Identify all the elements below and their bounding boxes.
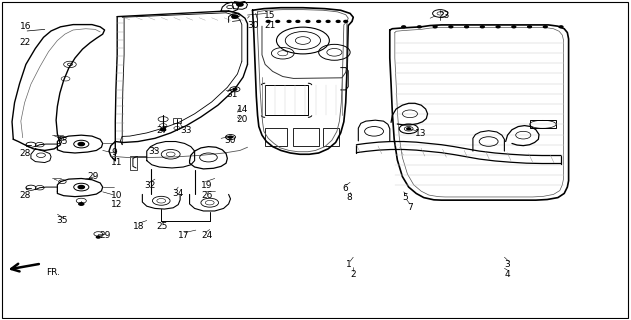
Text: FR.: FR. [46, 268, 60, 277]
Circle shape [306, 20, 310, 22]
Circle shape [344, 20, 348, 22]
Text: 18: 18 [133, 222, 144, 231]
Text: 27: 27 [157, 126, 168, 135]
Text: 35: 35 [56, 137, 68, 146]
Text: 4: 4 [504, 269, 510, 279]
Circle shape [402, 26, 406, 28]
Circle shape [296, 20, 300, 22]
Circle shape [464, 26, 468, 28]
Bar [130, 156, 138, 170]
Bar [265, 85, 308, 116]
Text: 28: 28 [20, 190, 31, 200]
Text: 15: 15 [264, 11, 275, 20]
Circle shape [336, 20, 340, 22]
Text: 2: 2 [351, 269, 357, 279]
Text: 30: 30 [247, 21, 259, 30]
Circle shape [559, 26, 563, 28]
Text: 13: 13 [415, 129, 427, 138]
Text: 20: 20 [237, 115, 248, 124]
Circle shape [97, 236, 100, 238]
Text: 28: 28 [20, 149, 31, 158]
Text: 7: 7 [407, 203, 413, 212]
Bar [173, 118, 180, 123]
Circle shape [326, 20, 330, 22]
Text: 26: 26 [201, 190, 212, 200]
Circle shape [512, 26, 516, 28]
Circle shape [287, 20, 291, 22]
Text: 31: 31 [226, 90, 238, 99]
Text: 29: 29 [88, 172, 99, 181]
Circle shape [317, 20, 321, 22]
Text: 33: 33 [149, 147, 160, 156]
Text: 11: 11 [111, 158, 122, 167]
Bar [323, 128, 339, 146]
Text: 25: 25 [157, 222, 168, 231]
Text: 32: 32 [144, 181, 156, 190]
Circle shape [232, 15, 238, 18]
Text: 19: 19 [201, 181, 213, 190]
Text: 5: 5 [403, 193, 408, 202]
Circle shape [543, 26, 547, 28]
Circle shape [266, 20, 270, 22]
Text: 14: 14 [237, 105, 248, 114]
Text: 9: 9 [111, 148, 117, 157]
Bar [265, 128, 287, 146]
Bar [293, 128, 319, 146]
Circle shape [161, 128, 166, 131]
Circle shape [433, 26, 437, 28]
Text: 23: 23 [439, 12, 450, 20]
Circle shape [418, 26, 422, 28]
Circle shape [276, 20, 280, 22]
Text: 8: 8 [346, 193, 352, 202]
Text: 17: 17 [178, 231, 190, 240]
Circle shape [79, 203, 84, 205]
Text: 21: 21 [264, 21, 275, 30]
Text: 29: 29 [99, 231, 110, 240]
Circle shape [528, 26, 531, 28]
Text: 6: 6 [342, 184, 348, 193]
Text: 16: 16 [20, 22, 31, 31]
Circle shape [237, 3, 243, 6]
Circle shape [480, 26, 484, 28]
Text: 3: 3 [504, 260, 510, 269]
Text: 24: 24 [201, 231, 212, 240]
Text: 33: 33 [180, 126, 192, 135]
Circle shape [228, 136, 232, 138]
Circle shape [449, 26, 453, 28]
Circle shape [496, 26, 500, 28]
Circle shape [407, 128, 411, 130]
Text: 1: 1 [346, 260, 352, 269]
Text: 22: 22 [20, 38, 31, 47]
Bar [529, 120, 556, 128]
Text: 34: 34 [172, 189, 184, 198]
Text: 12: 12 [111, 200, 122, 209]
Text: 10: 10 [111, 190, 122, 200]
Text: 30: 30 [224, 136, 236, 145]
Circle shape [78, 142, 85, 146]
Circle shape [233, 88, 237, 90]
Text: 35: 35 [56, 216, 68, 225]
Circle shape [78, 186, 85, 189]
